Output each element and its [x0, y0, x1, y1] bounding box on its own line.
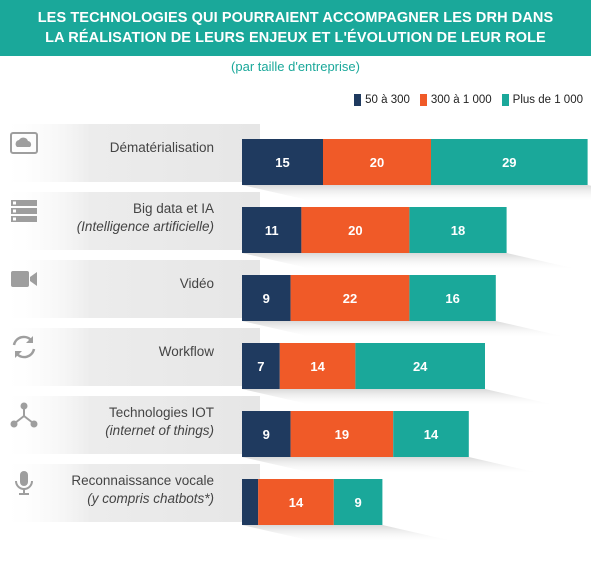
- value-label-series-2: 14: [310, 359, 325, 374]
- bar-segment-series-3: [431, 139, 588, 185]
- bar-segment-series-2: [290, 411, 394, 457]
- category-band: [0, 124, 260, 182]
- category-label: Dématérialisation: [110, 140, 214, 155]
- value-label-series-1: 9: [263, 291, 270, 306]
- legend-label-series-3: Plus de 1 000: [512, 94, 583, 106]
- cloud-icon: [10, 132, 38, 154]
- bar-segment-series-2: [290, 275, 410, 321]
- legend-swatch-series-2: [419, 94, 427, 106]
- category-band: [0, 260, 260, 318]
- legend-label-series-2: 300 à 1 000: [430, 94, 492, 106]
- value-label-series-3: 9: [354, 495, 361, 510]
- network-icon: [10, 402, 38, 428]
- value-label-series-2: 19: [335, 427, 349, 442]
- value-label-series-2: 14: [289, 495, 304, 510]
- category-band: [0, 396, 260, 454]
- title-line-2: LA RÉALISATION DE LEURS ENJEUX ET L'ÉVOL…: [45, 30, 546, 46]
- video-camera-icon: [11, 271, 37, 287]
- category-label: Reconnaissance vocale: [71, 473, 214, 488]
- bar-segment-series-1: [242, 207, 302, 253]
- legend-item-series-3: Plus de 1 000: [501, 94, 583, 106]
- category-label: Vidéo: [180, 276, 214, 291]
- legend-swatch-series-3: [501, 94, 509, 106]
- legend-item-series-2: 300 à 1 000: [419, 94, 492, 106]
- bar-shadow: [242, 185, 591, 201]
- refresh-icon: [12, 335, 36, 359]
- value-label-series-3: 29: [502, 155, 516, 170]
- category-band: [0, 192, 260, 250]
- bar-shadow: [242, 457, 539, 473]
- server-icon: [11, 200, 37, 222]
- category-sublabel: (y compris chatbots*): [87, 491, 214, 506]
- subtitle: (par taille d'entreprise): [231, 59, 360, 74]
- category-band: [0, 328, 260, 386]
- legend-label-series-1: 50 à 300: [365, 94, 410, 106]
- chart-row-1: Dématérialisation 15 20 29: [0, 124, 591, 201]
- bar-segment-series-3: [333, 479, 383, 525]
- title-line-1: LES TECHNOLOGIES QUI POURRAIENT ACCOMPAG…: [37, 10, 554, 26]
- chart-row-6: Reconnaissance vocale (y compris chatbots…: [0, 464, 453, 541]
- bar-shadow: [242, 321, 566, 337]
- value-label-series-3: 18: [451, 223, 465, 238]
- bar-segment-series-1: [242, 275, 291, 321]
- value-label-series-1: 15: [275, 155, 289, 170]
- bar-segment-series-3: [409, 275, 496, 321]
- category-band: [0, 464, 260, 522]
- chart-row-4: Workflow 7 14 24: [0, 328, 555, 405]
- legend: 50 à 300 300 à 1 000 Plus de 1 000: [354, 92, 583, 108]
- value-label-series-1: 11: [265, 223, 279, 238]
- bar-shadow: [242, 253, 577, 269]
- category-label: Workflow: [159, 344, 215, 359]
- value-label-series-2: 20: [348, 223, 362, 238]
- value-label-series-1: 7: [257, 359, 264, 374]
- value-label-series-1: 3: [246, 495, 253, 510]
- bar-shadow: [242, 389, 555, 405]
- microphone-icon: [15, 471, 33, 495]
- bar-segment-series-3: [393, 411, 469, 457]
- legend-swatch-series-1: [354, 94, 362, 106]
- bar-segment-series-2: [323, 139, 431, 185]
- bar-segment-series-3: [355, 343, 485, 389]
- title-banner: LES TECHNOLOGIES QUI POURRAIENT ACCOMPAG…: [0, 0, 591, 56]
- category-sublabel: (Intelligence artificielle): [77, 219, 214, 234]
- bar-segment-series-1: [242, 343, 280, 389]
- chart-row-3: Vidéo 9 22 16: [0, 260, 566, 337]
- bar-segment-series-2: [279, 343, 356, 389]
- value-label-series-3: 24: [413, 359, 428, 374]
- value-label-series-1: 9: [263, 427, 270, 442]
- bar-segment-series-2: [301, 207, 410, 253]
- value-label-series-3: 16: [445, 291, 459, 306]
- chart-row-2: Big data et IA (Intelligence artificielle…: [0, 192, 577, 269]
- category-sublabel: (internet of things): [105, 423, 214, 438]
- value-label-series-3: 14: [424, 427, 439, 442]
- bar-segment-series-1: [242, 479, 259, 525]
- bar-segment-series-1: [242, 139, 323, 185]
- bar-segment-series-1: [242, 411, 291, 457]
- value-label-series-2: 22: [343, 291, 357, 306]
- value-label-series-2: 20: [370, 155, 384, 170]
- bar-segment-series-2: [258, 479, 334, 525]
- legend-item-series-1: 50 à 300: [354, 94, 410, 106]
- category-label: Technologies IOT: [109, 405, 214, 420]
- category-label: Big data et IA: [133, 201, 214, 216]
- bar-segment-series-3: [409, 207, 507, 253]
- chart-row-5: Technologies IOT (internet of things) 9 19 1…: [0, 396, 539, 473]
- bar-shadow: [242, 525, 453, 541]
